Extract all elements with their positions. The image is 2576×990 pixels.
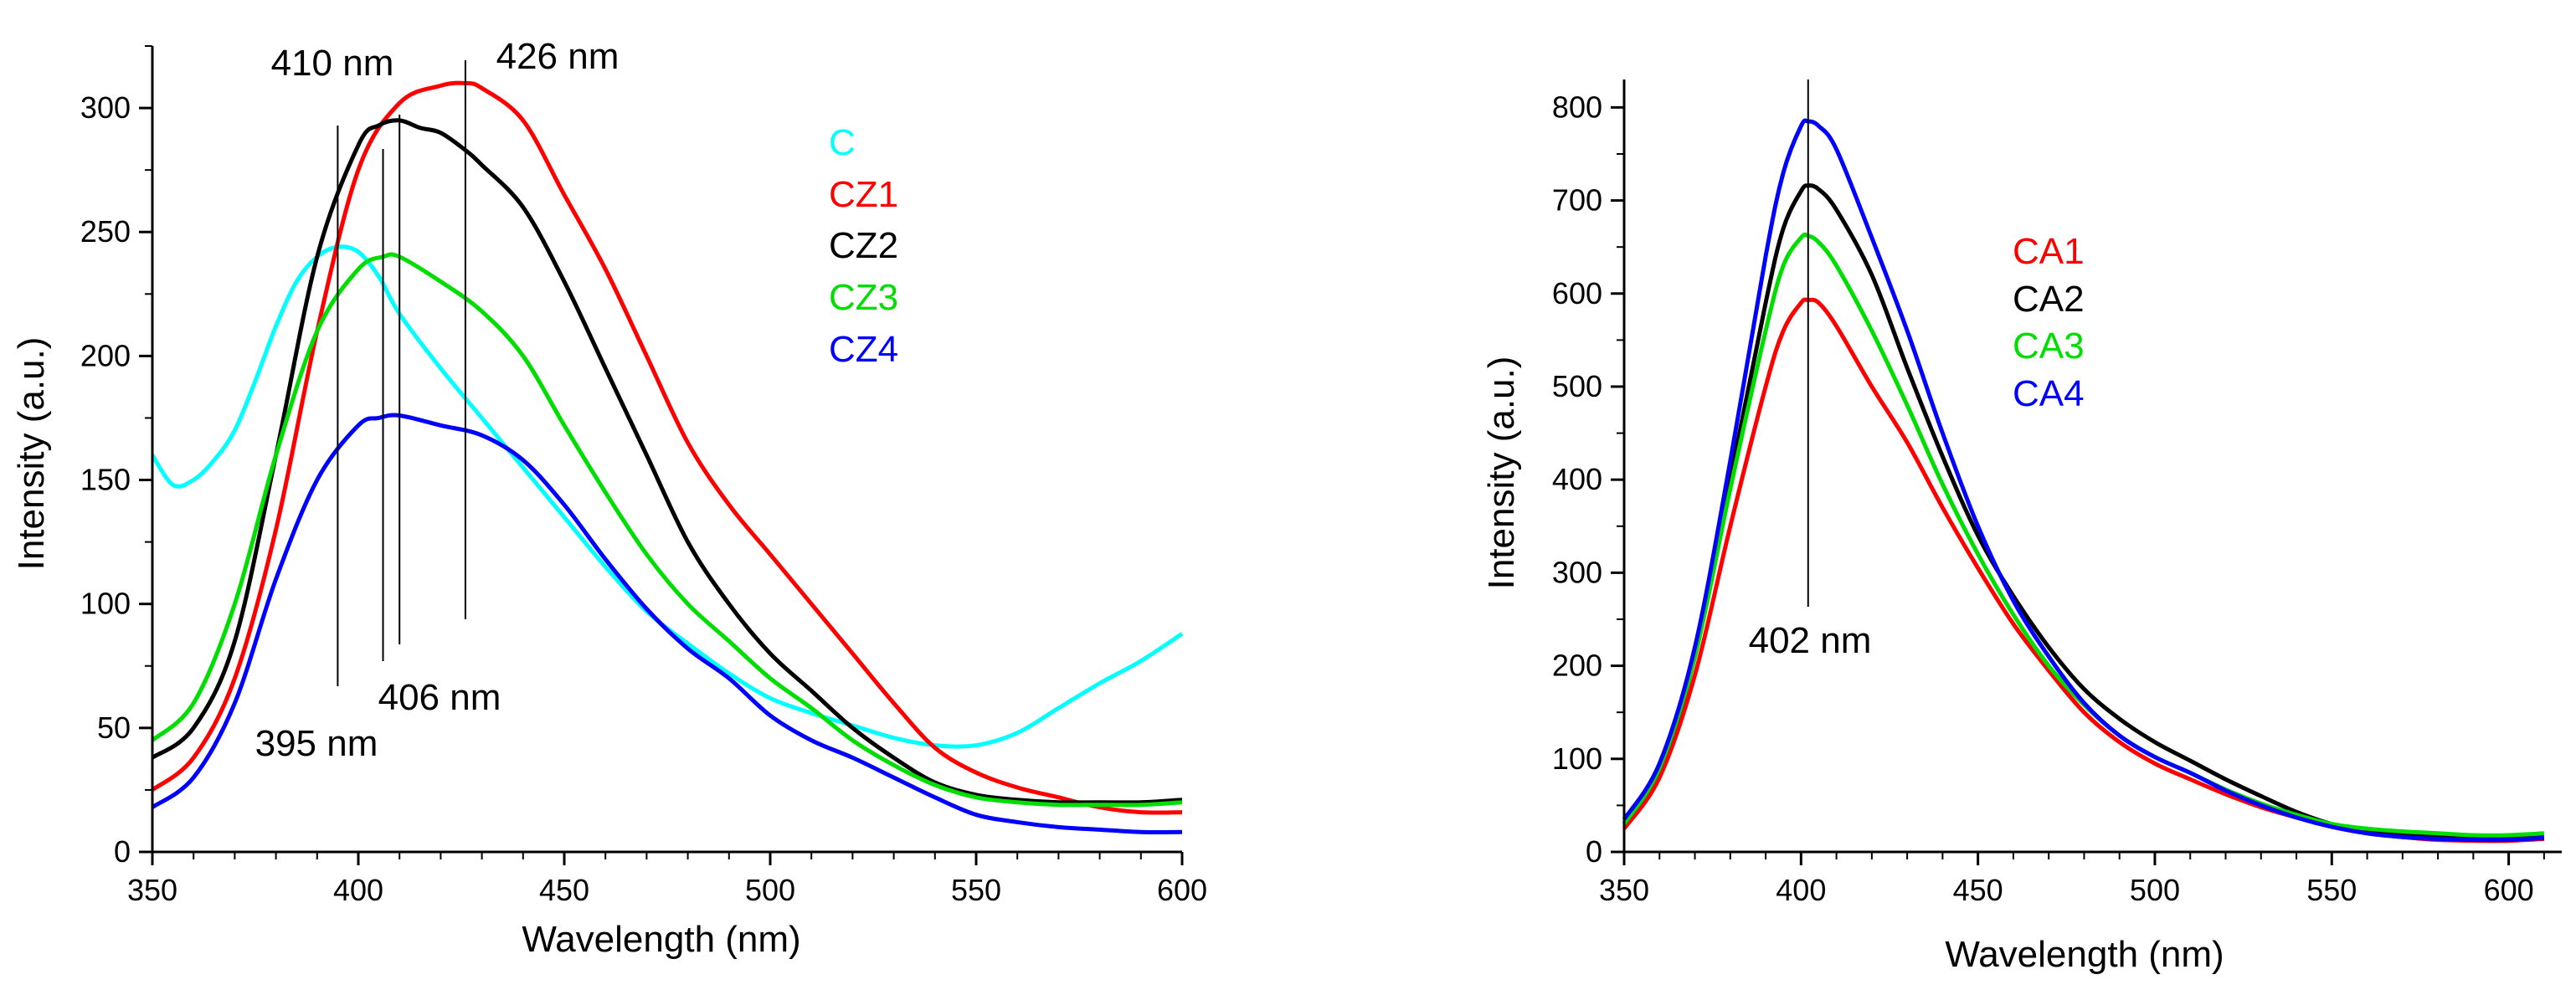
left-chart: 350 400 450 500 550 600 0 50 100 150 200 250 300 Wav…: [11, 36, 1207, 960]
legend-CZ4: CZ4: [829, 329, 898, 370]
legend-CA3: CA3: [2013, 326, 2085, 367]
series-line-CZ2: [151, 118, 1183, 805]
x-tick-label: 600: [1157, 873, 1207, 907]
series-line-CA3: [1622, 232, 2545, 838]
legend-CZ3: CZ3: [829, 277, 898, 318]
x-tick-label: 350: [1599, 873, 1649, 907]
y-tick-label: 100: [1552, 741, 1602, 776]
y-tick-label: 200: [1552, 649, 1602, 683]
annotation-395nm: 395 nm: [255, 723, 378, 764]
right-y-axis-label: Intensity (a.u.): [1481, 357, 1522, 590]
right-chart-axes: [1622, 80, 2562, 854]
x-tick-label: 450: [539, 873, 589, 907]
legend-CA2: CA2: [2013, 279, 2085, 320]
x-tick-label: 400: [1776, 873, 1826, 907]
annotation-426nm: 426 nm: [496, 36, 620, 77]
series-line-CZ1: [151, 80, 1183, 815]
right-chart-series: [1622, 118, 2545, 844]
y-tick-label: 800: [1552, 90, 1602, 124]
y-tick-label: 600: [1552, 276, 1602, 310]
series-line-CZ3: [151, 252, 1183, 808]
left-chart-axes: [151, 46, 1182, 854]
left-x-axis-label: Wavelength (nm): [522, 919, 800, 960]
legend-C: C: [829, 122, 856, 163]
y-tick-label: 500: [1552, 369, 1602, 403]
legend-CA4: CA4: [2013, 373, 2085, 414]
y-tick-label: 250: [80, 214, 131, 249]
x-tick-label: 600: [2484, 873, 2534, 907]
right-chart: 350 400 450 500 550 600 0 100 200 300 400 500 600 700…: [1481, 80, 2562, 975]
legend-CZ2: CZ2: [829, 225, 898, 266]
x-tick-label: 550: [951, 873, 1001, 907]
y-tick-label: 700: [1552, 183, 1602, 218]
right-x-axis-label: Wavelength (nm): [1945, 934, 2224, 975]
y-tick-label: 50: [97, 710, 131, 745]
x-tick-label: 350: [127, 873, 177, 907]
y-tick-label: 0: [1586, 834, 1602, 869]
x-tick-label: 400: [333, 873, 383, 907]
x-tick-label: 500: [2130, 873, 2180, 907]
annotation-402nm: 402 nm: [1749, 620, 1872, 661]
series-line-CZ4: [151, 413, 1183, 835]
left-chart-ticks: 350 400 450 500 550 600 0 50 100 150 200 250 300: [80, 45, 1207, 907]
x-tick-label: 450: [1953, 873, 2003, 907]
y-tick-label: 300: [80, 90, 131, 125]
y-tick-label: 200: [80, 338, 131, 372]
y-tick-label: 150: [80, 463, 131, 497]
legend-CA1: CA1: [2013, 231, 2085, 272]
y-tick-label: 300: [1552, 555, 1602, 589]
y-tick-label: 100: [80, 587, 131, 621]
annotation-410nm: 410 nm: [271, 43, 394, 84]
x-tick-label: 500: [745, 873, 795, 907]
left-y-axis-label: Intensity (a.u.): [11, 337, 52, 571]
series-line-C: [150, 244, 1184, 749]
legend-CZ1: CZ1: [829, 174, 898, 215]
left-chart-series: [150, 80, 1184, 835]
left-chart-annotation-lines: [337, 60, 466, 686]
y-tick-label: 400: [1552, 462, 1602, 496]
annotation-406nm: 406 nm: [378, 677, 501, 718]
series-line-CA4: [1622, 118, 2545, 843]
x-tick-label: 550: [2306, 873, 2357, 907]
y-tick-label: 0: [114, 834, 131, 869]
right-chart-ticks: 350 400 450 500 550 600 0 100 200 300 400 500 600 700…: [1552, 90, 2545, 907]
